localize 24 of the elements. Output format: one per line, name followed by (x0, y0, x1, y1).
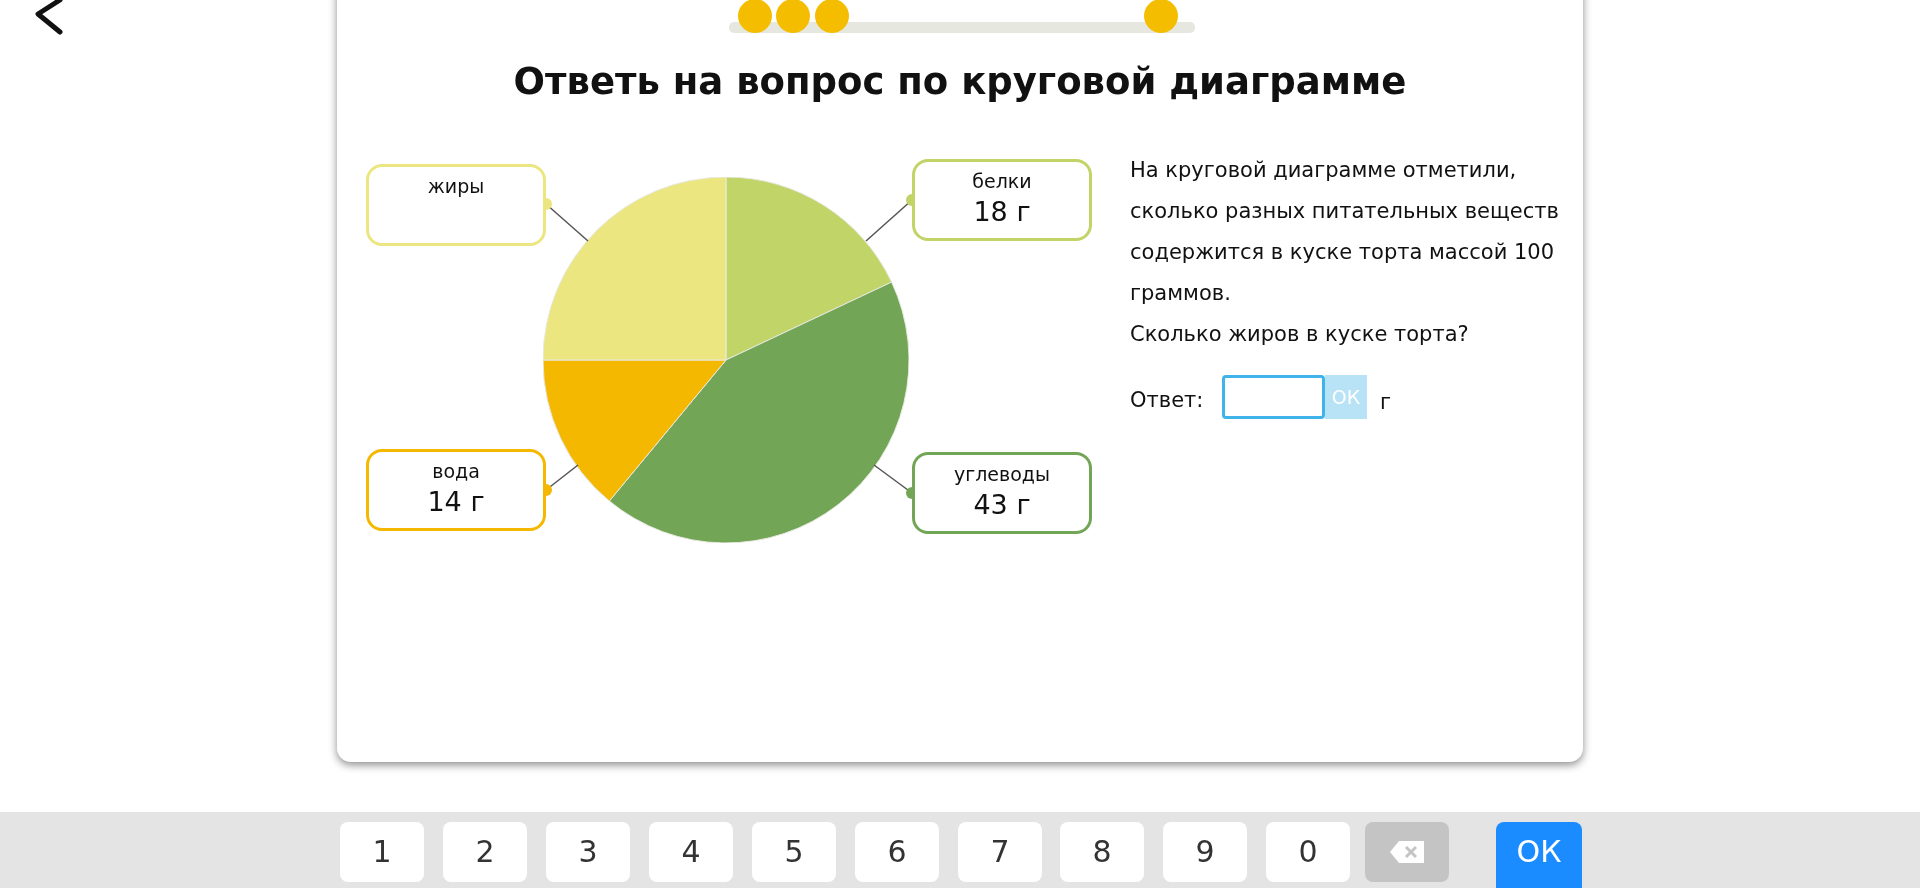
slice-label: белки (971, 170, 1033, 192)
text: 6 (855, 822, 939, 882)
slice-label: углеводы (953, 463, 1051, 485)
text: 3 (546, 822, 630, 882)
slice-label: вода (431, 460, 481, 482)
text: 5 (752, 822, 836, 882)
text: ОК (1325, 375, 1367, 419)
text: Ответ: (1130, 388, 1204, 412)
data-label: 14 г (426, 486, 486, 517)
text: г (1380, 390, 1392, 414)
text: На круговой диаграмме отметили, сколько разных питательных веществ содержится в куске торта массой 100 граммов. (1130, 157, 1560, 307)
text: 0 (1266, 822, 1350, 882)
text: 4 (649, 822, 733, 882)
text: 7 (958, 822, 1042, 882)
slice-label: жиры (426, 175, 486, 197)
text: Сколько жиров в куске торта? (1130, 321, 1470, 348)
text: 1 (340, 822, 424, 882)
text: 2 (443, 822, 527, 882)
data-label: 43 г (972, 489, 1032, 520)
data-label: 18 г (972, 196, 1032, 227)
text: 9 (1163, 822, 1247, 882)
chart-title: Ответь на вопрос по круговой диаграмме (512, 60, 1408, 103)
text: ОК (1496, 822, 1582, 888)
text: 8 (1060, 822, 1144, 882)
